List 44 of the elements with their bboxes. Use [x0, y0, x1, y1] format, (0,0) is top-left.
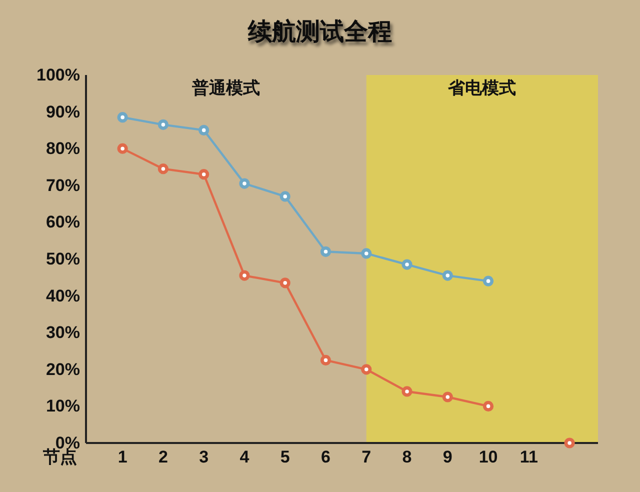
- ytick: 50%: [46, 250, 80, 268]
- point: [158, 119, 169, 130]
- point: [239, 178, 250, 189]
- xtick: 10: [478, 447, 498, 466]
- title: 续航测试全程: [248, 18, 392, 46]
- xtick: 4: [240, 447, 250, 466]
- ytick: 60%: [46, 212, 80, 232]
- ytick: 10%: [46, 396, 80, 416]
- point: [320, 246, 332, 257]
- ytick: 30%: [46, 323, 80, 342]
- point: [402, 386, 412, 397]
- point: [280, 191, 290, 202]
- xtick: 9: [442, 447, 452, 466]
- xtick: 2: [158, 447, 168, 466]
- ytick: 70%: [46, 176, 80, 195]
- ytick: 40%: [46, 286, 80, 306]
- ytick: 20%: [46, 360, 80, 379]
- ytick: 100%: [36, 66, 80, 84]
- band-label: 省电模式: [447, 78, 516, 98]
- ytick: 80%: [46, 139, 80, 158]
- point: [442, 270, 453, 281]
- point: [402, 259, 412, 270]
- xtick: 8: [402, 447, 412, 466]
- point: [117, 112, 128, 123]
- point: [239, 270, 250, 281]
- xtick: 6: [321, 447, 330, 466]
- point: [482, 400, 494, 412]
- xtick: 3: [199, 447, 209, 466]
- point: [117, 143, 128, 154]
- point: [280, 278, 290, 288]
- point: [320, 354, 332, 366]
- xtick: 5: [280, 447, 290, 466]
- xtick: 1: [118, 447, 128, 466]
- xtick: 7: [362, 447, 372, 466]
- point: [198, 124, 210, 136]
- point: [158, 164, 169, 174]
- point: [198, 169, 210, 180]
- annotation: 普通模式: [192, 78, 260, 98]
- point: [482, 276, 494, 286]
- ytick: 90%: [46, 102, 80, 122]
- xtick: 11: [520, 447, 538, 466]
- point: [361, 364, 372, 375]
- point: [442, 392, 453, 402]
- point: [361, 248, 372, 259]
